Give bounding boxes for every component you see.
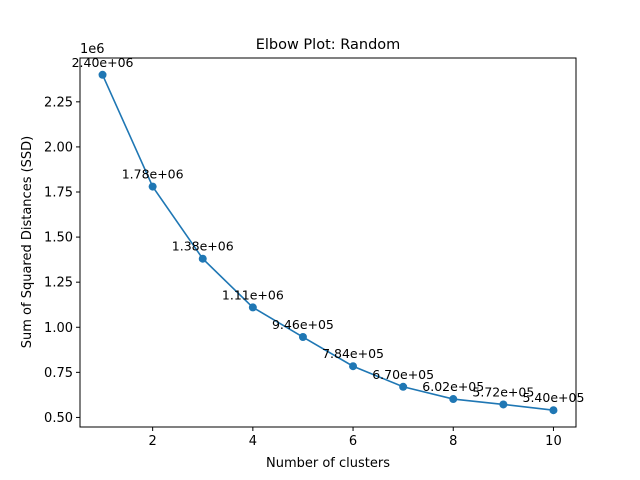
data-point [198,254,207,263]
x-tick-label: 10 [545,434,562,449]
data-point [499,400,508,409]
x-axis-label: Number of clusters [266,456,390,471]
y-tick-label: 2.00 [44,140,73,155]
y-axis-label: Sum of Squared Distances (SSD) [20,136,35,349]
data-point [98,70,107,79]
y-tick-label: 0.50 [44,411,73,426]
x-axis: 2 4 6 8 10 [149,427,562,449]
data-point [349,362,358,371]
data-label: 2.40e+06 [72,55,134,70]
data-point [148,182,157,191]
data-label: 7.84e+05 [322,346,384,361]
x-tick-label: 2 [149,434,157,449]
y-tick-label: 1.00 [44,321,73,336]
plot-frame [79,57,577,428]
y-axis: 0.50 0.75 1.00 1.25 1.50 1.75 2.00 2.25 [44,95,80,426]
data-point [399,382,408,391]
x-tick-label: 6 [349,434,357,449]
data-labels: 2.40e+06 1.78e+06 1.38e+06 1.11e+06 9.46e+05… [72,55,585,405]
data-label: 5.40e+05 [523,390,585,405]
y-tick-label: 2.25 [44,95,73,110]
data-point [549,406,558,415]
plot-series [98,70,558,415]
y-offset-text: 1e6 [80,42,105,57]
data-label: 1.11e+06 [222,287,284,302]
data-label: 6.70e+05 [372,367,434,382]
data-label: 1.78e+06 [122,167,184,182]
y-tick-label: 0.75 [44,366,73,381]
ssd-line [101,74,554,412]
y-tick-label: 1.75 [44,186,73,201]
data-label: 6.02e+05 [422,379,484,394]
data-label: 5.72e+05 [472,384,534,399]
data-label: 1.38e+06 [172,239,234,254]
x-tick-label: 8 [449,434,457,449]
data-label: 9.46e+05 [272,317,334,332]
data-point [449,395,458,404]
x-tick-label: 4 [249,434,257,449]
y-tick-label: 1.50 [44,231,73,246]
y-tick-label: 1.25 [44,276,73,291]
data-point [248,303,257,312]
chart-title: Elbow Plot: Random [256,37,401,53]
data-point [298,333,307,342]
